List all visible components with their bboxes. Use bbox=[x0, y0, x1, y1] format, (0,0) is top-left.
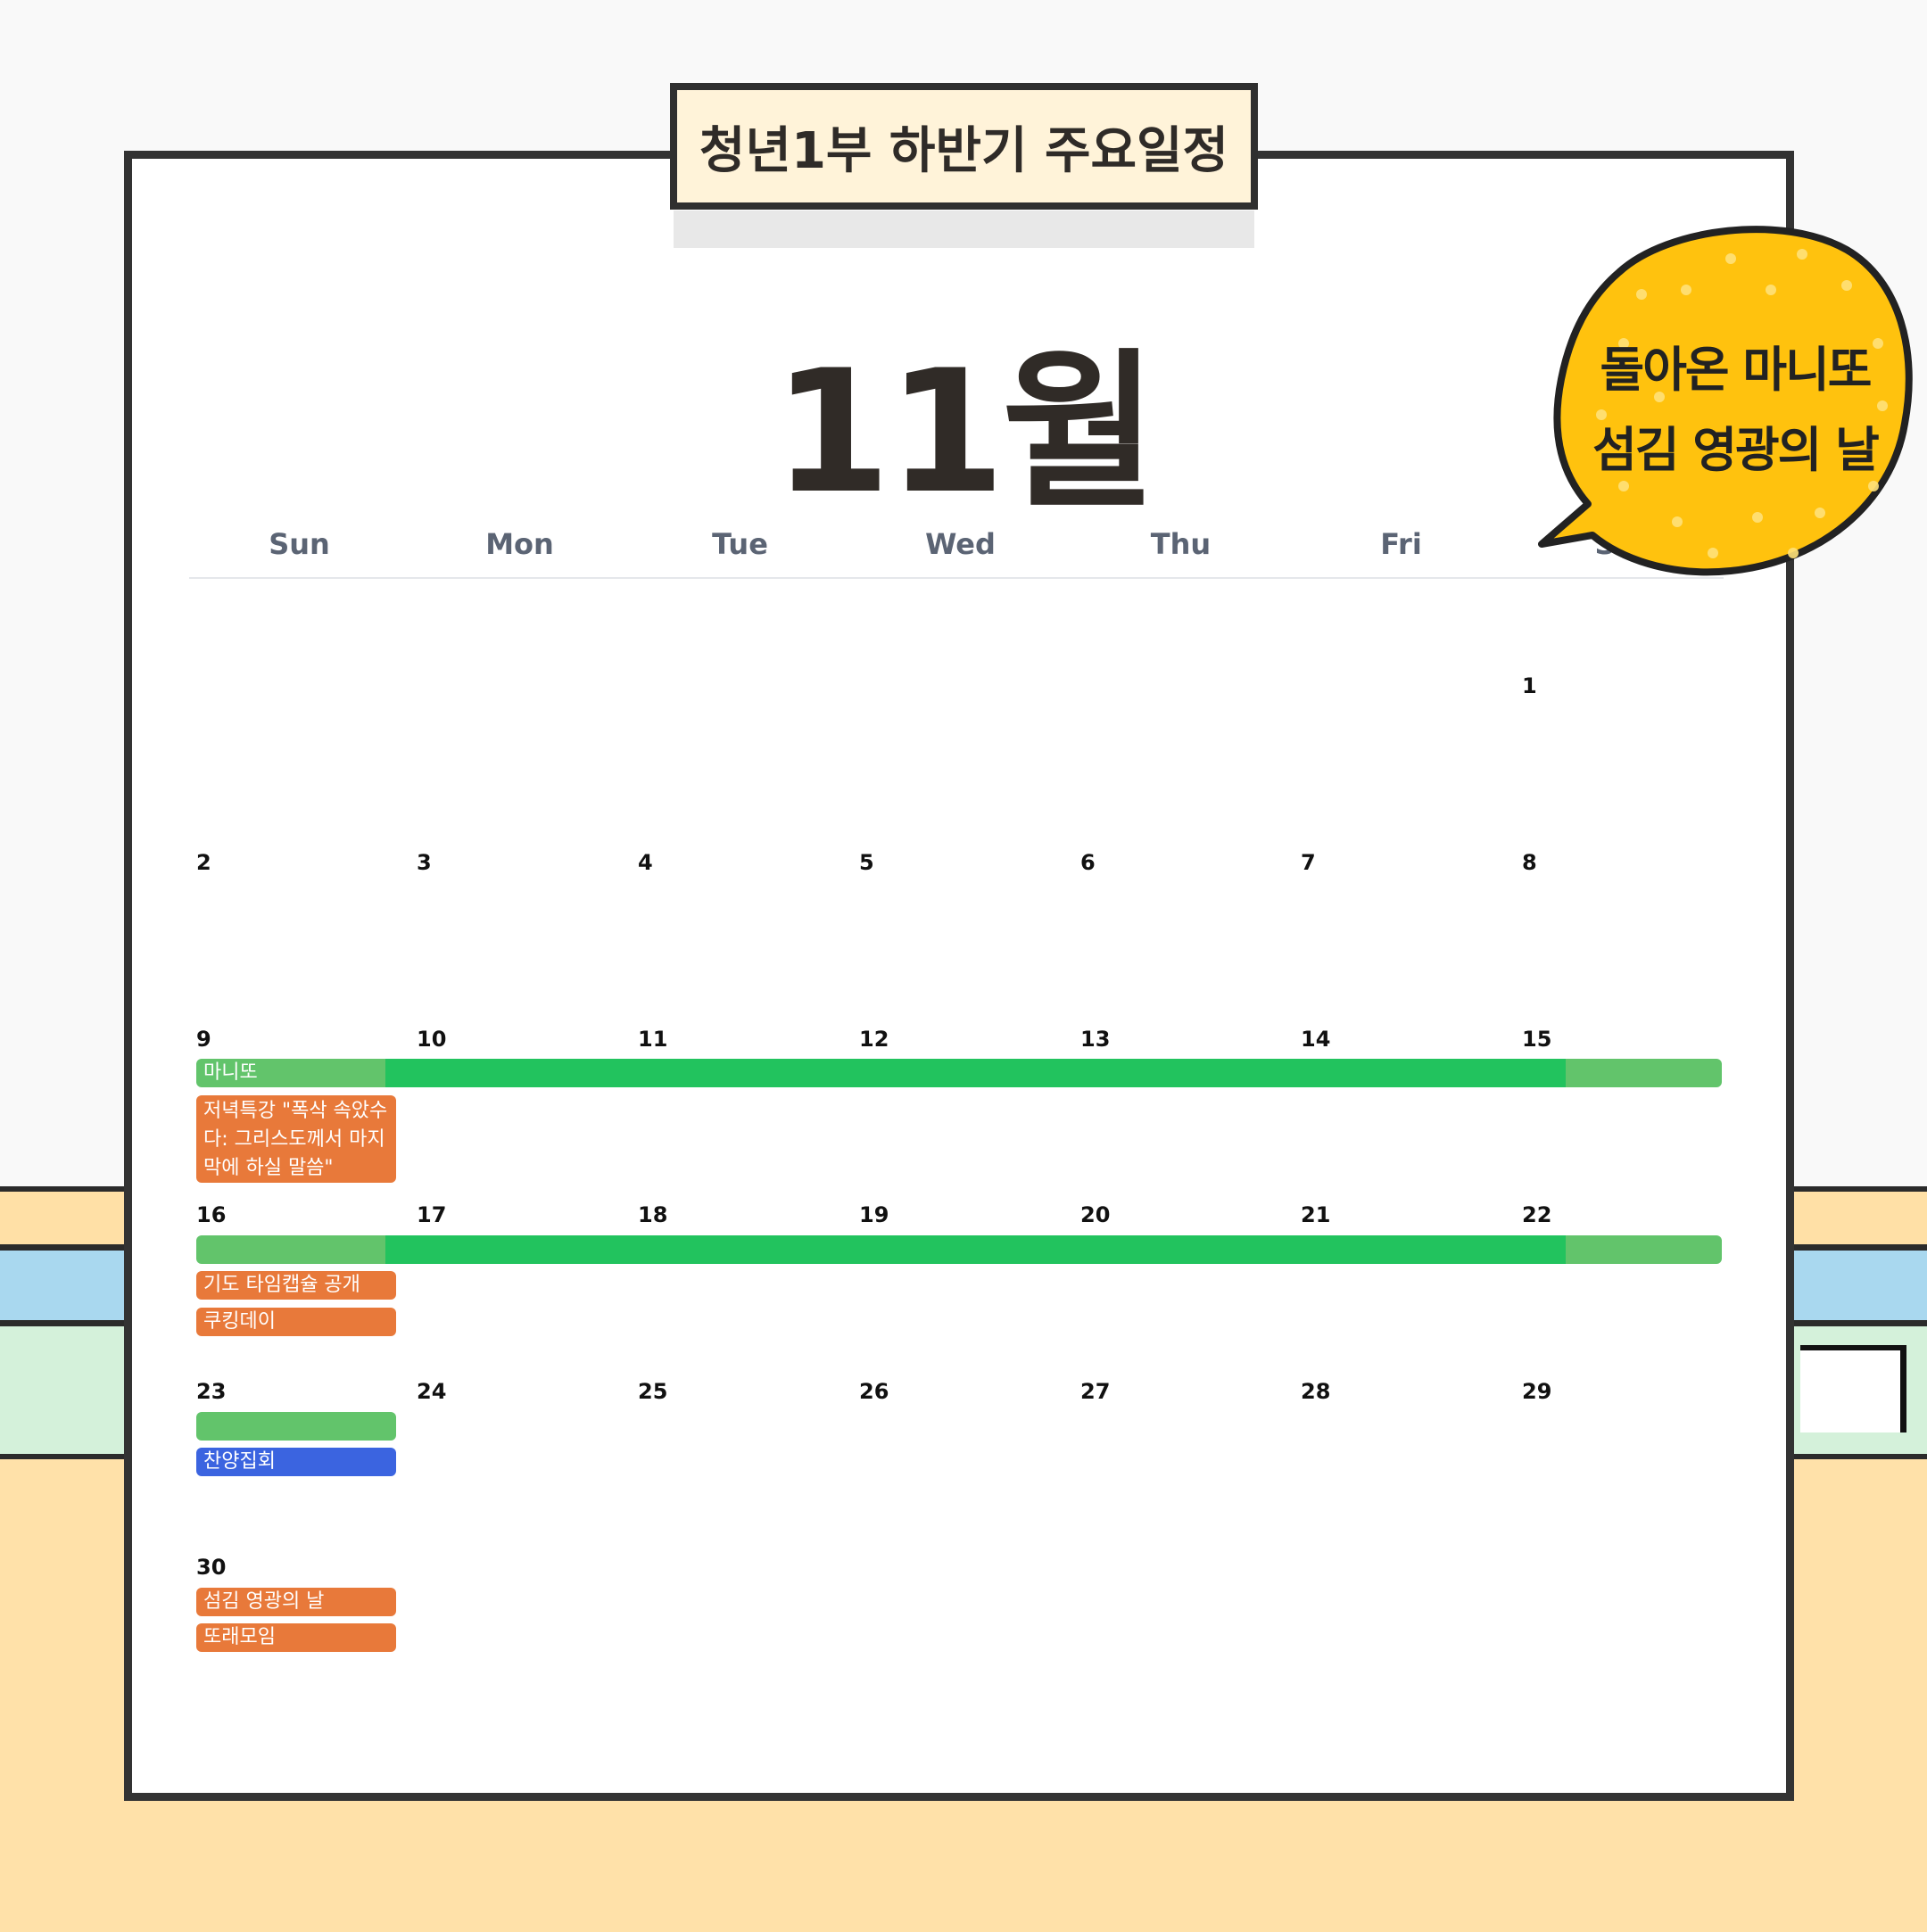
day-30[interactable]: 30 bbox=[196, 1555, 227, 1580]
title-tab-shadow bbox=[674, 211, 1254, 248]
event-prayer-capsule[interactable]: 기도 타임캡슐 공개 bbox=[196, 1271, 396, 1300]
day-10[interactable]: 10 bbox=[417, 1027, 447, 1052]
weekday-tue: Tue bbox=[712, 527, 768, 561]
day-23[interactable]: 23 bbox=[196, 1379, 227, 1404]
weekday-header-row: Sun Mon Tue Wed Thu Fri Sat bbox=[189, 522, 1724, 579]
day-2[interactable]: 2 bbox=[196, 850, 211, 875]
day-18[interactable]: 18 bbox=[638, 1202, 668, 1227]
day-12[interactable]: 12 bbox=[859, 1027, 889, 1052]
day-29[interactable]: 29 bbox=[1522, 1379, 1552, 1404]
event-evening-lecture[interactable]: 저녁특강 "폭삭 속았수다: 그리스도께서 마지막에 하실 말씀" bbox=[196, 1095, 396, 1183]
weekday-mon: Mon bbox=[485, 527, 554, 561]
day-13[interactable]: 13 bbox=[1080, 1027, 1111, 1052]
day-7[interactable]: 7 bbox=[1301, 850, 1316, 875]
day-11[interactable]: 11 bbox=[638, 1027, 668, 1052]
event-manito-week3-start[interactable] bbox=[196, 1235, 393, 1264]
day-16[interactable]: 16 bbox=[196, 1202, 227, 1227]
background-frame bbox=[1800, 1345, 1906, 1432]
event-manito-span[interactable] bbox=[385, 1059, 1567, 1087]
day-17[interactable]: 17 bbox=[417, 1202, 447, 1227]
day-6[interactable]: 6 bbox=[1080, 850, 1096, 875]
event-manito-week4[interactable] bbox=[196, 1412, 396, 1441]
day-15[interactable]: 15 bbox=[1522, 1027, 1552, 1052]
event-praise-meeting[interactable]: 찬양집회 bbox=[196, 1448, 396, 1476]
day-4[interactable]: 4 bbox=[638, 850, 653, 875]
event-manito-week3-span[interactable] bbox=[385, 1235, 1567, 1264]
event-ttorae-meeting[interactable]: 또래모임 bbox=[196, 1623, 396, 1652]
day-3[interactable]: 3 bbox=[417, 850, 432, 875]
day-9[interactable]: 9 bbox=[196, 1027, 211, 1052]
day-28[interactable]: 28 bbox=[1301, 1379, 1331, 1404]
day-21[interactable]: 21 bbox=[1301, 1202, 1331, 1227]
event-manito-start[interactable]: 마니또 bbox=[196, 1059, 393, 1087]
weekday-wed: Wed bbox=[925, 527, 996, 561]
day-20[interactable]: 20 bbox=[1080, 1202, 1111, 1227]
speech-bubble-icon bbox=[1538, 226, 1913, 576]
day-8[interactable]: 8 bbox=[1522, 850, 1537, 875]
month-heading: 11월 bbox=[773, 334, 1157, 531]
day-25[interactable]: 25 bbox=[638, 1379, 668, 1404]
day-27[interactable]: 27 bbox=[1080, 1379, 1111, 1404]
day-19[interactable]: 19 bbox=[859, 1202, 889, 1227]
day-14[interactable]: 14 bbox=[1301, 1027, 1331, 1052]
day-24[interactable]: 24 bbox=[417, 1379, 447, 1404]
calendar-card bbox=[124, 151, 1794, 1801]
bubble-line-1: 돌아온 마니또 bbox=[1600, 342, 1873, 398]
day-5[interactable]: 5 bbox=[859, 850, 874, 875]
event-manito-end[interactable] bbox=[1566, 1059, 1722, 1087]
bubble-text: 돌아온 마니또 섬김 영광의 날 bbox=[1557, 330, 1914, 491]
day-1[interactable]: 1 bbox=[1522, 673, 1537, 698]
event-manito-week3-end[interactable] bbox=[1566, 1235, 1722, 1264]
bubble-line-2: 섬김 영광의 날 bbox=[1592, 422, 1880, 478]
event-cooking-day[interactable]: 쿠킹데이 bbox=[196, 1308, 396, 1336]
weekday-sun: Sun bbox=[269, 527, 330, 561]
weekday-thu: Thu bbox=[1150, 527, 1212, 561]
day-22[interactable]: 22 bbox=[1522, 1202, 1552, 1227]
weekday-fri: Fri bbox=[1380, 527, 1422, 561]
page-title: 청년1부 하반기 주요일정 bbox=[670, 83, 1258, 210]
day-26[interactable]: 26 bbox=[859, 1379, 889, 1404]
event-serving-day[interactable]: 섬김 영광의 날 bbox=[196, 1588, 396, 1616]
